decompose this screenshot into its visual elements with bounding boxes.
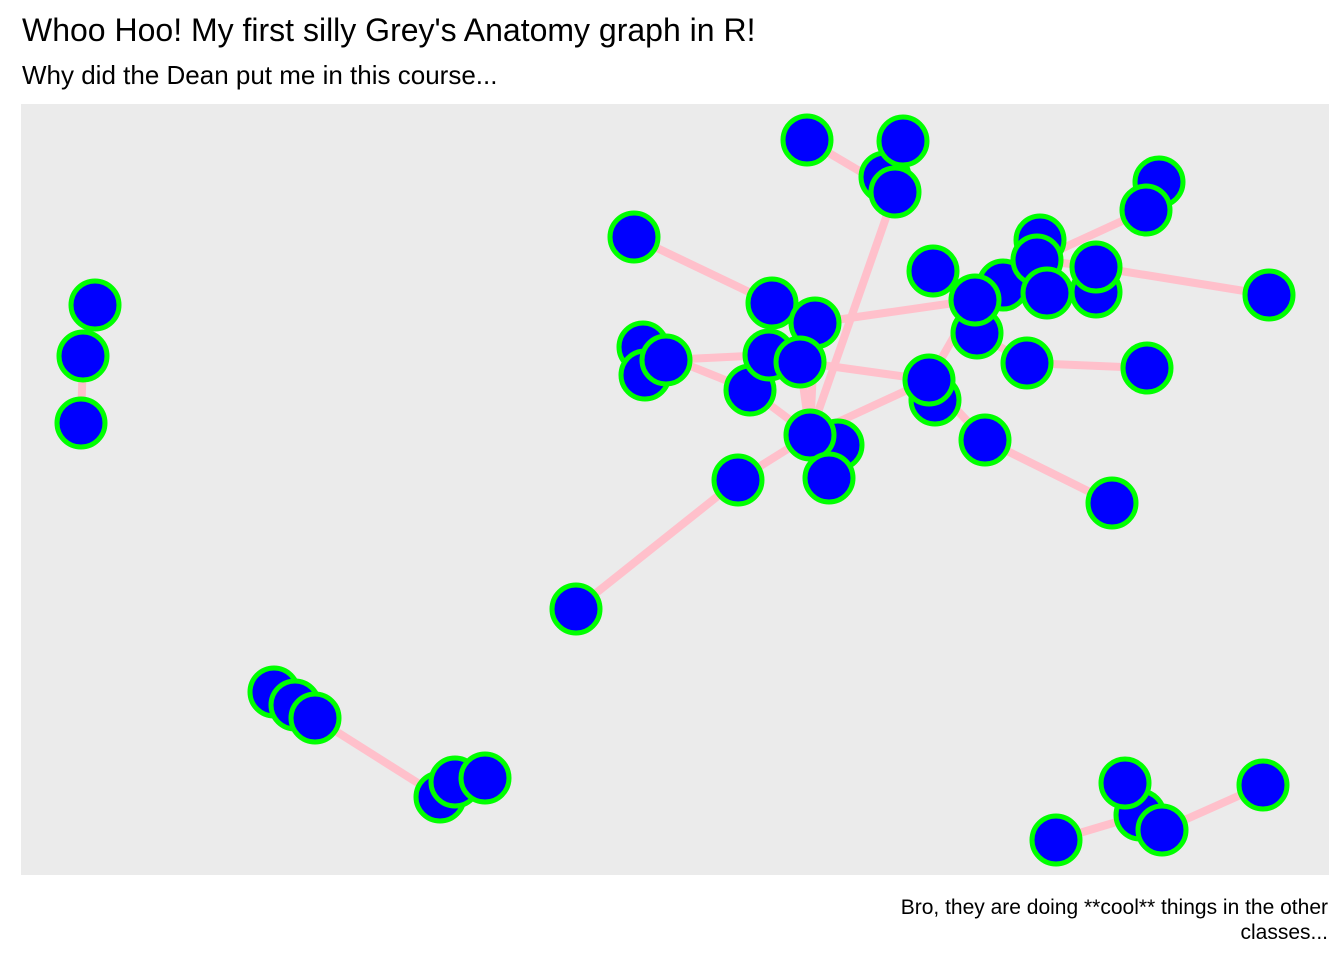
plot-caption: Bro, they are doing **cool** things in t… — [900, 896, 1328, 944]
graph-node — [1098, 756, 1152, 810]
graph-edge — [806, 190, 899, 437]
graph-node — [906, 244, 960, 298]
graph-node — [1000, 336, 1054, 390]
graph-node — [458, 751, 512, 805]
graph-node — [1029, 813, 1083, 867]
graph-node — [639, 333, 693, 387]
graph-node — [288, 691, 342, 745]
graph-node — [1020, 266, 1074, 320]
graph-node — [1069, 240, 1123, 294]
graph-node — [876, 114, 930, 168]
graph-node — [1242, 268, 1296, 322]
plot-subtitle: Why did the Dean put me in this course..… — [22, 60, 498, 90]
graph-edge — [1095, 263, 1270, 299]
graph-node — [773, 335, 827, 389]
graph-node — [1119, 183, 1173, 237]
graph-edge — [573, 476, 741, 613]
node-layer — [54, 113, 1296, 867]
graph-node — [745, 276, 799, 330]
graph-node — [54, 396, 108, 450]
graph-node — [549, 582, 603, 636]
graph-node — [958, 413, 1012, 467]
graph-node — [868, 165, 922, 219]
graph-node — [948, 273, 1002, 327]
graph-node — [607, 210, 661, 264]
graph-node — [1135, 803, 1189, 857]
graph-node — [1236, 758, 1290, 812]
graph-node — [1120, 341, 1174, 395]
graph-node — [802, 451, 856, 505]
graph-node — [711, 453, 765, 507]
graph-node — [56, 329, 110, 383]
plot-title: Whoo Hoo! My first silly Grey's Anatomy … — [22, 12, 756, 48]
graph-node — [68, 278, 122, 332]
graph-edge — [814, 296, 976, 327]
graph-node — [1085, 476, 1139, 530]
graph-node — [780, 113, 834, 167]
graph-node — [783, 408, 837, 462]
graph-node — [902, 353, 956, 407]
